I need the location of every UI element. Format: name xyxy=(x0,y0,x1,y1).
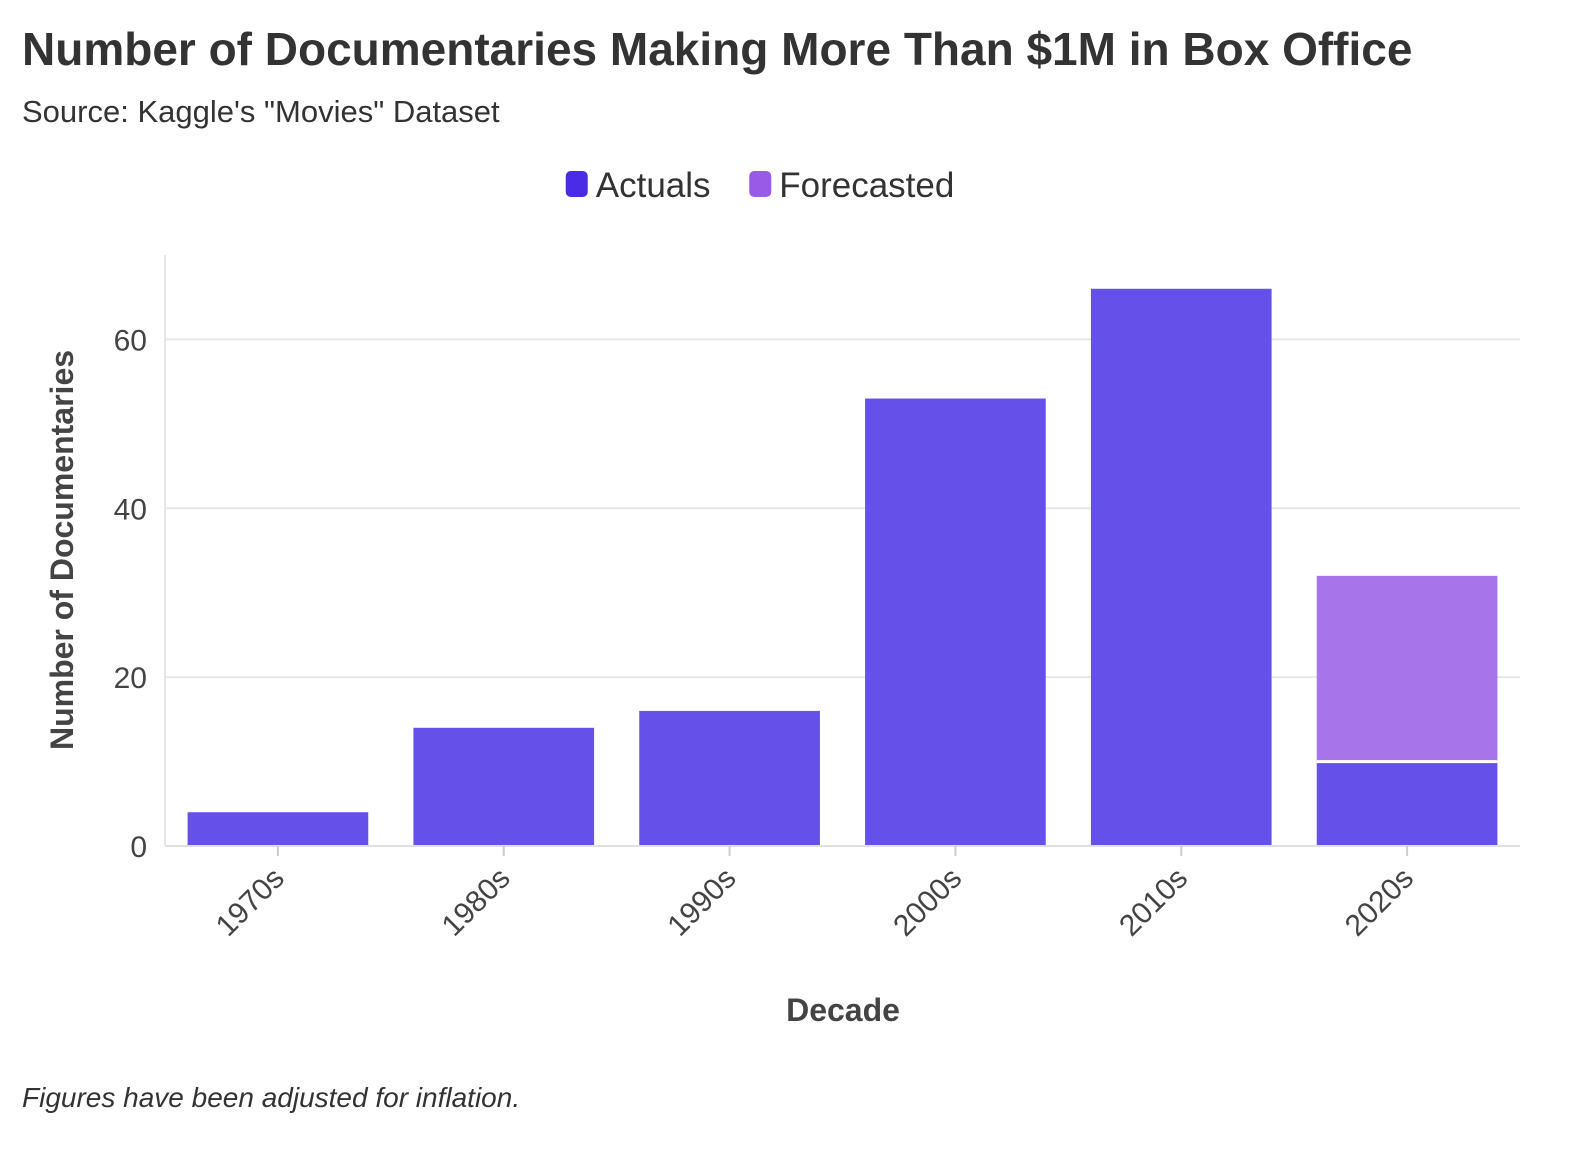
y-tick-label: 0 xyxy=(130,831,147,864)
legend-label: Actuals xyxy=(596,166,711,205)
chart-footnote: Figures have been adjusted for inflation… xyxy=(22,1082,521,1113)
y-tick-label: 60 xyxy=(114,324,147,357)
x-tick-label: 2010s xyxy=(1113,862,1194,943)
bar-actuals-1980s xyxy=(413,727,595,846)
y-axis-title: Number of Documentaries xyxy=(44,350,80,750)
gridlines xyxy=(165,338,1520,679)
x-tick-label: 1990s xyxy=(661,862,742,943)
x-tick-label: 1980s xyxy=(436,862,517,943)
chart-title: Number of Documentaries Making More Than… xyxy=(22,23,1413,75)
bar-actuals-2020s xyxy=(1316,761,1498,846)
x-tick-label: 2020s xyxy=(1339,862,1420,943)
legend-item-forecasted: Forecasted xyxy=(749,166,954,205)
legend: Actuals Forecasted xyxy=(565,166,954,205)
y-tick-label: 40 xyxy=(114,493,147,526)
bars xyxy=(187,288,1498,846)
x-axis-title: Decade xyxy=(786,992,900,1028)
legend-label: Forecasted xyxy=(779,166,954,205)
bar-actuals-1990s xyxy=(639,710,820,846)
legend-swatch xyxy=(565,171,588,197)
y-tick-label: 20 xyxy=(114,662,147,695)
x-tick-label: 2000s xyxy=(887,862,968,943)
bar-actuals-2010s xyxy=(1090,288,1272,846)
bar-actuals-2000s xyxy=(865,398,1046,846)
legend-item-actuals: Actuals xyxy=(565,166,711,205)
legend-swatch xyxy=(749,171,772,197)
chart-subtitle: Source: Kaggle's "Movies" Dataset xyxy=(22,94,500,129)
x-tick-label: 1970s xyxy=(210,862,291,943)
bar-forecasted-2020s xyxy=(1316,575,1498,762)
bar-actuals-1970s xyxy=(187,812,369,846)
